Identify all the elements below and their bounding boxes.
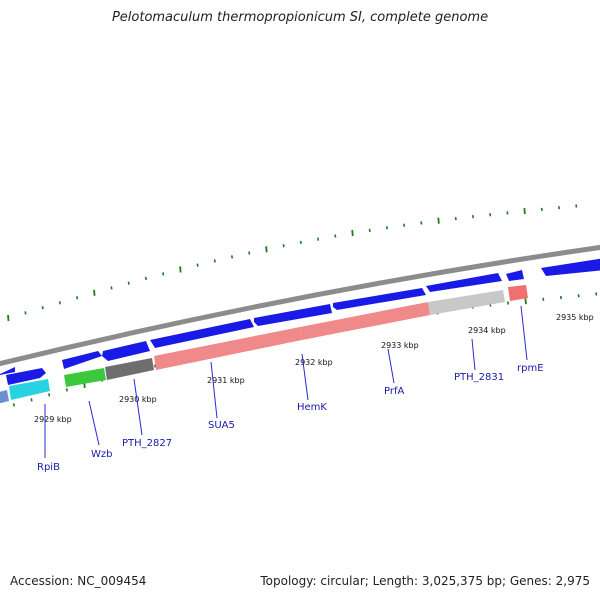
gene-label-hemk[interactable]: HemK bbox=[297, 402, 327, 413]
genome-backbone bbox=[0, 244, 600, 367]
minor-tick bbox=[154, 364, 157, 368]
gene-labels: RpiB Wzb PTH_2827 SUA5 HemK PrfA PTH_283… bbox=[37, 363, 544, 473]
kbp-labels: 2929 kbp 2930 kbp 2931 kbp 2932 kbp 2933… bbox=[34, 313, 594, 424]
leader-pth-2827 bbox=[133, 378, 143, 436]
major-tick bbox=[351, 230, 354, 237]
kbp-label: 2933 kbp bbox=[381, 341, 419, 350]
accession-text: Accession: NC_009454 bbox=[10, 574, 147, 588]
leader-rpme bbox=[520, 305, 528, 361]
genome-summary-text: Topology: circular; Length: 3,025,375 bp… bbox=[260, 574, 590, 588]
forward-gene[interactable] bbox=[333, 288, 426, 310]
leader-sua5 bbox=[210, 361, 218, 419]
minor-tick bbox=[420, 221, 423, 225]
gene-label-pth-2827[interactable]: PTH_2827 bbox=[122, 438, 172, 449]
gene-label-leaders bbox=[44, 305, 528, 458]
forward-strand-genes bbox=[0, 258, 600, 385]
reverse-gene-rpib[interactable] bbox=[9, 379, 50, 400]
minor-tick bbox=[196, 263, 199, 267]
reverse-gene-rpme[interactable] bbox=[508, 285, 528, 301]
forward-gene[interactable] bbox=[6, 368, 46, 385]
major-tick bbox=[93, 289, 96, 296]
minor-tick bbox=[127, 281, 130, 285]
reverse-gene-wzb[interactable] bbox=[64, 368, 106, 387]
minor-tick bbox=[58, 301, 61, 305]
minor-tick bbox=[559, 295, 562, 300]
forward-gene[interactable] bbox=[426, 273, 502, 292]
gene-label-rpib[interactable]: RpiB bbox=[37, 462, 60, 473]
reverse-gene-hemk-prfa[interactable] bbox=[300, 302, 430, 340]
forward-gene[interactable] bbox=[102, 341, 150, 361]
reverse-gene-rpib-adjacent[interactable] bbox=[0, 390, 9, 404]
gene-label-wzb[interactable]: Wzb bbox=[91, 449, 112, 460]
minor-tick bbox=[48, 393, 51, 397]
major-tick bbox=[524, 298, 527, 305]
minor-tick bbox=[144, 276, 147, 281]
minor-tick bbox=[30, 398, 33, 402]
map-title: Pelotomaculum thermopropionicum SI, comp… bbox=[111, 10, 489, 25]
minor-tick bbox=[506, 211, 509, 215]
minor-tick bbox=[575, 204, 578, 208]
minor-tick bbox=[595, 292, 598, 296]
minor-tick bbox=[577, 294, 580, 298]
forward-gene[interactable] bbox=[150, 319, 254, 348]
minor-tick bbox=[557, 206, 561, 210]
minor-tick bbox=[110, 286, 113, 290]
outer-tick-ring bbox=[7, 204, 578, 322]
major-tick bbox=[437, 217, 440, 224]
minor-tick bbox=[454, 216, 457, 221]
minor-tick bbox=[334, 234, 337, 238]
major-tick bbox=[523, 208, 526, 215]
major-tick bbox=[265, 246, 268, 253]
minor-tick bbox=[542, 297, 545, 301]
minor-tick bbox=[248, 251, 251, 255]
gene-label-rpme[interactable]: rpmE bbox=[517, 363, 544, 374]
kbp-label: 2931 kbp bbox=[207, 376, 245, 385]
kbp-label: 2930 kbp bbox=[119, 395, 157, 404]
major-tick bbox=[7, 314, 10, 322]
minor-tick bbox=[282, 244, 285, 248]
reverse-strand-genes bbox=[0, 285, 528, 404]
kbp-label: 2934 kbp bbox=[468, 326, 506, 335]
minor-tick bbox=[489, 213, 492, 217]
minor-tick bbox=[230, 255, 234, 259]
minor-tick bbox=[403, 223, 406, 227]
reverse-gene-sua5[interactable] bbox=[154, 327, 302, 370]
forward-gene[interactable] bbox=[541, 258, 600, 276]
minor-tick bbox=[65, 388, 68, 392]
kbp-label: 2935 kbp bbox=[556, 313, 594, 322]
minor-tick bbox=[12, 403, 15, 407]
minor-tick bbox=[41, 306, 44, 310]
minor-tick bbox=[385, 226, 388, 230]
leader-wzb bbox=[88, 400, 100, 446]
minor-tick bbox=[24, 311, 27, 315]
minor-tick bbox=[162, 272, 165, 276]
minor-tick bbox=[471, 215, 475, 219]
gene-label-sua5[interactable]: SUA5 bbox=[208, 420, 235, 431]
forward-gene[interactable] bbox=[254, 304, 332, 326]
gene-label-prfa[interactable]: PrfA bbox=[384, 386, 404, 397]
forward-gene[interactable] bbox=[506, 270, 524, 281]
forward-gene[interactable] bbox=[62, 351, 102, 369]
minor-tick bbox=[299, 240, 302, 244]
major-tick bbox=[179, 266, 182, 273]
minor-tick bbox=[213, 259, 216, 263]
kbp-label: 2929 kbp bbox=[34, 415, 72, 424]
leader-hemk bbox=[301, 353, 309, 401]
minor-tick bbox=[76, 296, 79, 300]
leader-pth-2831 bbox=[471, 338, 476, 371]
minor-tick bbox=[317, 237, 320, 241]
leader-prfa bbox=[387, 348, 395, 384]
reverse-gene-pth-2831[interactable] bbox=[428, 290, 505, 315]
kbp-label: 2932 kbp bbox=[295, 358, 333, 367]
minor-tick bbox=[368, 228, 371, 232]
minor-tick bbox=[540, 207, 543, 212]
minor-tick bbox=[506, 301, 510, 305]
reverse-gene-pth-2827[interactable] bbox=[105, 358, 154, 380]
forward-gene[interactable] bbox=[0, 367, 15, 376]
gene-label-pth-2831[interactable]: PTH_2831 bbox=[454, 372, 504, 383]
